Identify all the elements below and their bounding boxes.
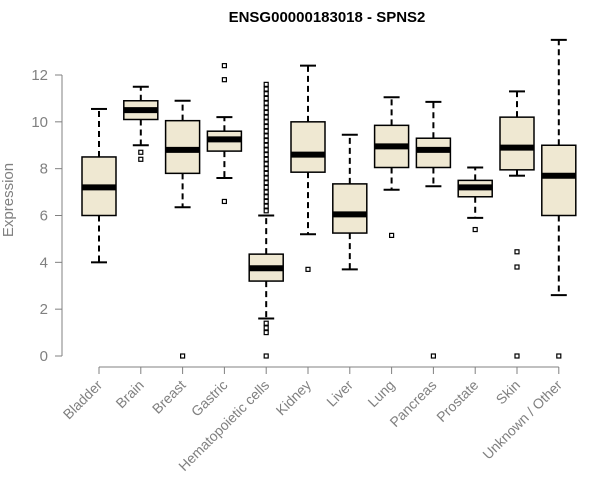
outlier-point xyxy=(263,203,269,209)
box-11 xyxy=(499,90,535,359)
outlier-point xyxy=(263,198,269,205)
x-tick-label: Brain xyxy=(112,377,146,411)
outlier-point xyxy=(263,170,269,176)
outlier-point xyxy=(263,320,269,326)
y-tick-label: 4 xyxy=(40,254,48,271)
box-10 xyxy=(457,166,493,233)
box-1 xyxy=(81,107,117,264)
outlier-point xyxy=(263,105,269,111)
y-tick-label: 6 xyxy=(40,208,48,225)
outlier-point xyxy=(263,152,269,158)
y-tick-label: 12 xyxy=(31,67,48,84)
outlier-point xyxy=(263,166,269,172)
outlier-point xyxy=(305,266,311,272)
box-12 xyxy=(541,38,577,359)
box-2 xyxy=(123,85,159,162)
iqr-box xyxy=(499,116,535,171)
outlier-point xyxy=(138,156,144,162)
box-series xyxy=(81,38,577,359)
iqr-box xyxy=(290,121,326,173)
x-tick-label: Kidney xyxy=(273,377,315,419)
outlier-point xyxy=(263,208,269,214)
box-3 xyxy=(164,99,201,359)
outlier-point xyxy=(263,353,269,359)
outlier-point xyxy=(263,91,269,97)
box-9 xyxy=(415,100,452,359)
outlier-point xyxy=(263,142,269,148)
outlier-point xyxy=(180,353,186,359)
outlier-point xyxy=(263,156,269,162)
x-tick-label: Unknown / Other xyxy=(479,377,565,463)
outlier-point xyxy=(263,175,269,181)
outlier-point xyxy=(514,264,520,270)
outlier-point xyxy=(263,100,269,106)
outlier-point xyxy=(514,249,520,255)
chart-title: ENSG00000183018 - SPNS2 xyxy=(229,9,426,26)
outlier-point xyxy=(389,232,395,239)
outlier-point xyxy=(263,86,269,92)
outlier-point xyxy=(263,147,269,153)
box-5 xyxy=(248,81,284,359)
y-axis: 0 2 4 6 8 10 12 xyxy=(31,67,63,365)
outlier-point xyxy=(263,119,269,125)
x-tick-label: Skin xyxy=(493,377,524,408)
y-tick-label: 0 xyxy=(40,348,48,365)
outlier-point xyxy=(263,180,269,186)
outlier-point xyxy=(263,128,269,134)
x-tick-label: Liver xyxy=(323,377,356,410)
x-tick-label: Bladder xyxy=(60,377,106,423)
outlier-point xyxy=(263,325,269,331)
outlier-point xyxy=(221,77,227,83)
outlier-point xyxy=(263,95,269,102)
y-tick-label: 8 xyxy=(40,161,48,178)
outlier-point xyxy=(263,123,269,130)
iqr-box xyxy=(541,144,577,217)
outlier-point xyxy=(263,81,269,87)
y-axis-label: Expression xyxy=(0,163,17,237)
outlier-point xyxy=(556,353,562,359)
outlier-point xyxy=(472,226,478,233)
y-tick-label: 10 xyxy=(31,114,48,131)
outlier-point xyxy=(263,161,269,167)
x-tick-label: Breast xyxy=(149,377,189,417)
outlier-point xyxy=(263,137,269,144)
outlier-point xyxy=(263,184,269,190)
box-7 xyxy=(332,133,368,271)
outlier-point xyxy=(221,198,227,205)
y-tick-label: 2 xyxy=(40,301,48,318)
x-tick-label: Lung xyxy=(364,377,397,410)
outlier-point xyxy=(263,189,269,195)
outlier-point xyxy=(263,109,269,116)
outlier-point xyxy=(514,353,520,359)
box-6 xyxy=(290,64,326,272)
outlier-point xyxy=(221,63,227,69)
outlier-point xyxy=(263,133,269,139)
outlier-point xyxy=(263,194,269,200)
box-4 xyxy=(206,63,243,205)
iqr-box xyxy=(332,183,368,234)
outlier-point xyxy=(263,114,269,120)
box-8 xyxy=(373,96,410,239)
outlier-point xyxy=(138,149,144,155)
outlier-point xyxy=(430,353,436,359)
outlier-point xyxy=(263,329,269,336)
x-tick-label: Prostate xyxy=(433,377,481,425)
